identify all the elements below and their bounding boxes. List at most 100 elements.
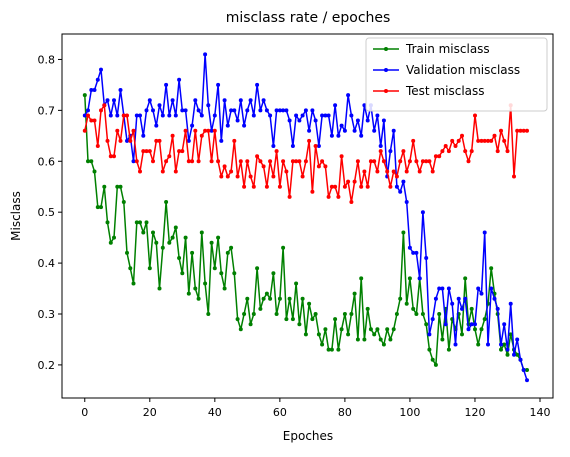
data-point bbox=[232, 271, 237, 276]
data-point bbox=[219, 174, 224, 179]
data-point bbox=[476, 138, 481, 143]
data-point bbox=[82, 93, 87, 98]
data-point bbox=[375, 327, 380, 332]
chart-title: misclass rate / epoches bbox=[226, 10, 391, 26]
data-point bbox=[424, 256, 429, 260]
data-point bbox=[157, 286, 162, 291]
legend-marker bbox=[384, 68, 388, 72]
data-point bbox=[443, 144, 448, 148]
axes-frame bbox=[61, 33, 554, 399]
data-point bbox=[437, 154, 442, 159]
data-point bbox=[499, 128, 503, 133]
data-point bbox=[352, 291, 357, 296]
data-point bbox=[287, 194, 292, 199]
data-point bbox=[333, 317, 338, 322]
data-point bbox=[469, 322, 474, 327]
data-point bbox=[307, 301, 312, 306]
data-point bbox=[508, 301, 513, 306]
data-point bbox=[180, 108, 185, 113]
data-point bbox=[476, 286, 481, 291]
data-point bbox=[86, 159, 90, 164]
data-point bbox=[209, 240, 214, 245]
data-point bbox=[118, 88, 123, 92]
data-point bbox=[466, 159, 471, 164]
data-point bbox=[245, 159, 250, 164]
data-point bbox=[131, 159, 136, 164]
data-point bbox=[248, 174, 253, 179]
legend-label: Validation misclass bbox=[406, 63, 520, 77]
data-point bbox=[138, 113, 142, 118]
data-point bbox=[512, 352, 516, 357]
data-point bbox=[258, 306, 263, 311]
data-point bbox=[505, 352, 510, 357]
data-point bbox=[118, 184, 123, 189]
data-point bbox=[177, 149, 182, 154]
data-point bbox=[482, 317, 487, 322]
data-point bbox=[388, 184, 393, 189]
data-point bbox=[333, 103, 338, 108]
data-point bbox=[112, 98, 116, 103]
data-point bbox=[407, 245, 412, 250]
data-point bbox=[95, 205, 100, 210]
data-point bbox=[102, 103, 107, 108]
data-point bbox=[411, 250, 416, 255]
data-point bbox=[245, 296, 250, 301]
data-point bbox=[154, 123, 159, 128]
data-point bbox=[216, 235, 221, 240]
data-point bbox=[355, 159, 360, 164]
data-point bbox=[323, 113, 328, 118]
data-point bbox=[251, 184, 256, 189]
data-point bbox=[300, 296, 305, 301]
data-point bbox=[99, 108, 103, 113]
data-point bbox=[89, 88, 94, 92]
data-point bbox=[342, 184, 347, 189]
data-point bbox=[232, 138, 237, 143]
data-point bbox=[144, 149, 149, 154]
data-point bbox=[212, 113, 217, 118]
legend-label: Test misclass bbox=[405, 84, 485, 98]
data-point bbox=[323, 164, 328, 169]
data-point bbox=[518, 357, 523, 362]
x-tick-label: 80 bbox=[338, 406, 352, 419]
data-point bbox=[394, 184, 399, 189]
data-point bbox=[180, 149, 185, 154]
data-point bbox=[121, 113, 126, 118]
data-point bbox=[102, 184, 107, 189]
data-point bbox=[203, 128, 208, 133]
data-point bbox=[466, 327, 471, 332]
data-point bbox=[437, 286, 442, 291]
series-line-2 bbox=[84, 104, 527, 203]
data-point bbox=[86, 113, 90, 118]
data-point bbox=[183, 235, 188, 240]
data-point bbox=[173, 113, 178, 118]
data-point bbox=[271, 174, 276, 179]
data-point bbox=[398, 296, 403, 301]
data-point bbox=[430, 357, 435, 362]
data-point bbox=[414, 312, 419, 316]
data-point bbox=[118, 138, 123, 143]
data-point bbox=[248, 98, 253, 103]
data-point bbox=[151, 108, 155, 113]
data-point bbox=[440, 337, 445, 342]
data-point bbox=[375, 169, 380, 174]
data-point bbox=[284, 169, 289, 174]
data-point bbox=[206, 312, 211, 316]
data-point bbox=[219, 138, 224, 143]
data-point bbox=[235, 174, 240, 179]
data-point bbox=[268, 296, 273, 301]
data-point bbox=[290, 159, 295, 164]
data-point bbox=[453, 342, 458, 347]
data-point bbox=[294, 113, 299, 118]
data-point bbox=[303, 332, 308, 337]
data-point bbox=[394, 312, 399, 316]
data-point bbox=[86, 108, 90, 113]
data-point bbox=[446, 286, 451, 291]
data-point bbox=[414, 159, 419, 164]
data-point bbox=[368, 159, 373, 164]
data-point bbox=[355, 337, 360, 342]
data-point bbox=[381, 118, 386, 123]
data-point bbox=[134, 113, 139, 118]
data-point bbox=[515, 337, 520, 342]
data-point bbox=[456, 138, 461, 143]
data-point bbox=[411, 306, 416, 311]
